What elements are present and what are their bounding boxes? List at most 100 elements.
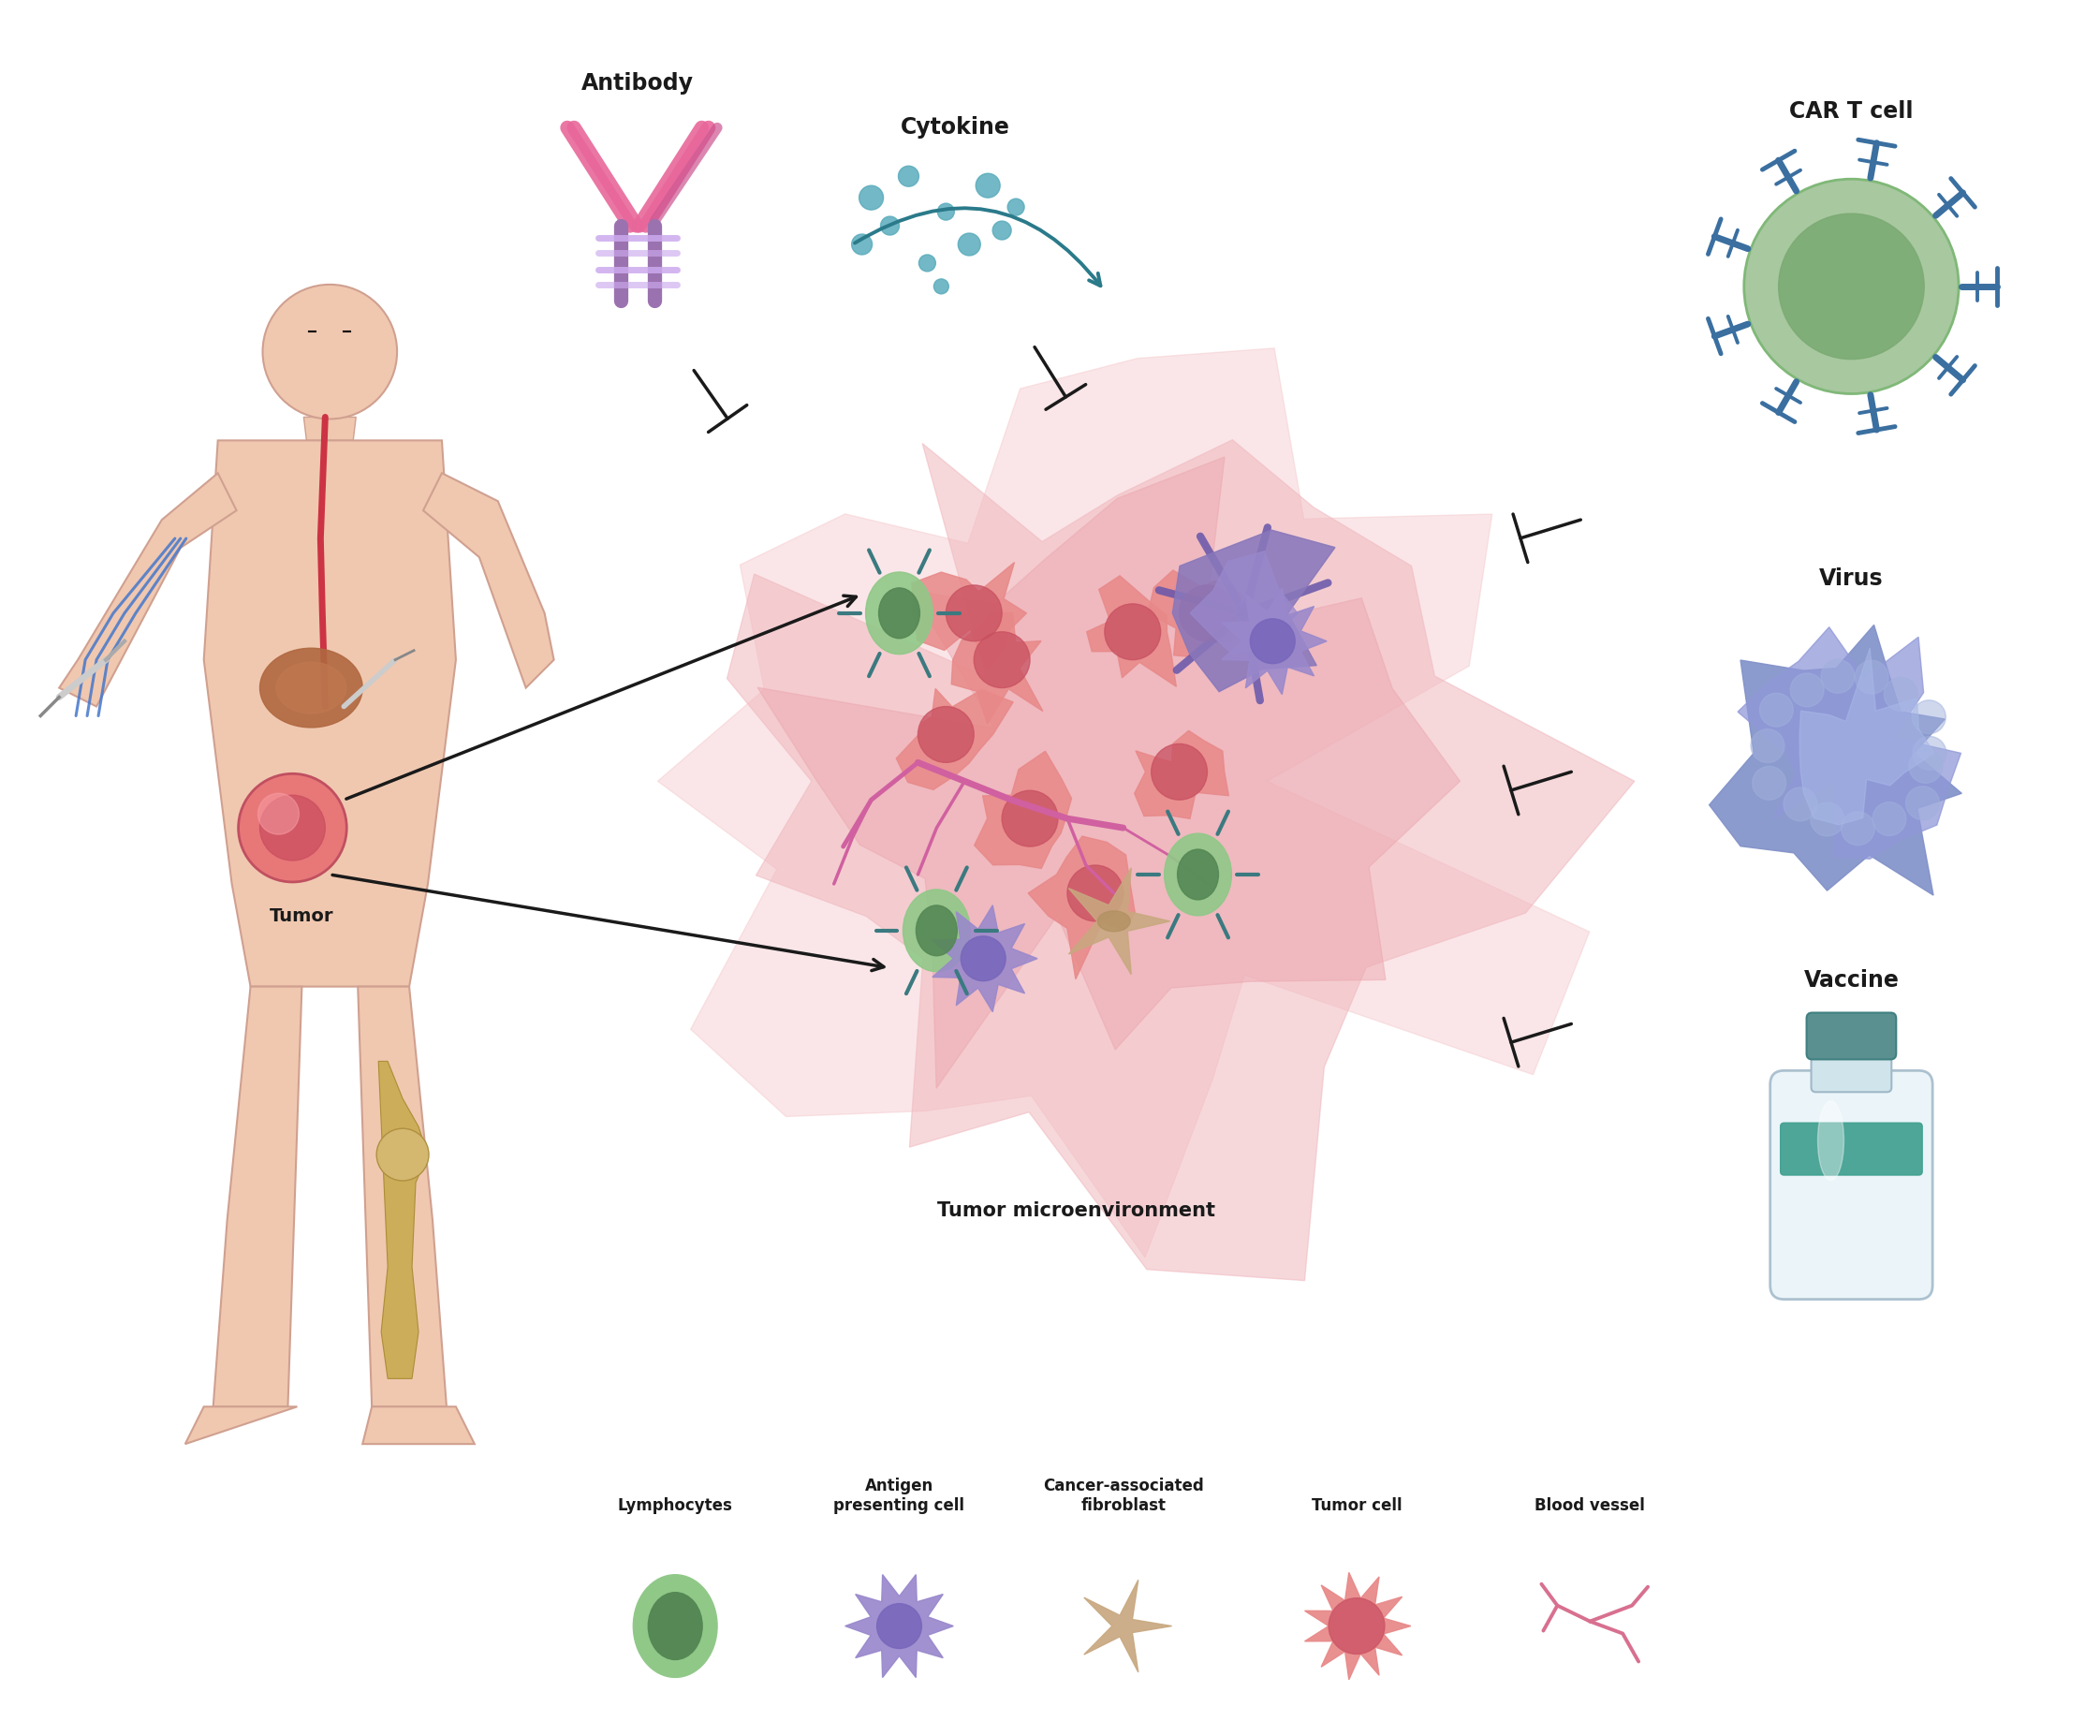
Ellipse shape (865, 573, 932, 654)
Polygon shape (1304, 1573, 1411, 1680)
Circle shape (1329, 1599, 1384, 1654)
Polygon shape (727, 439, 1634, 1281)
Circle shape (1907, 786, 1940, 819)
Text: Blood vessel: Blood vessel (1535, 1496, 1644, 1514)
Polygon shape (1737, 627, 1961, 859)
Ellipse shape (916, 906, 958, 957)
Circle shape (899, 167, 920, 186)
Circle shape (934, 279, 949, 293)
Text: Antigen
presenting cell: Antigen presenting cell (834, 1477, 964, 1514)
Text: Tumor microenvironment: Tumor microenvironment (937, 1201, 1216, 1220)
Circle shape (1909, 750, 1943, 783)
Ellipse shape (1178, 849, 1218, 899)
Circle shape (859, 186, 884, 210)
Circle shape (1760, 693, 1793, 727)
Circle shape (1751, 766, 1785, 800)
Polygon shape (1709, 625, 1961, 896)
Circle shape (1250, 618, 1296, 663)
Polygon shape (844, 1575, 953, 1677)
Circle shape (1008, 198, 1025, 215)
Circle shape (1842, 812, 1875, 845)
Circle shape (258, 793, 298, 835)
Circle shape (945, 585, 1002, 641)
Polygon shape (932, 904, 1037, 1012)
Polygon shape (1222, 589, 1327, 694)
Polygon shape (1084, 1580, 1172, 1672)
Circle shape (1743, 179, 1959, 394)
Circle shape (1751, 729, 1785, 762)
FancyBboxPatch shape (1806, 1012, 1896, 1059)
Circle shape (937, 203, 953, 220)
Polygon shape (974, 752, 1071, 868)
Text: Cytokine: Cytokine (901, 116, 1010, 139)
FancyBboxPatch shape (1781, 1123, 1922, 1175)
Polygon shape (1134, 731, 1228, 819)
Polygon shape (1086, 576, 1176, 686)
Polygon shape (304, 417, 357, 441)
Polygon shape (657, 349, 1590, 1257)
Circle shape (993, 220, 1012, 240)
FancyBboxPatch shape (1810, 1043, 1892, 1092)
Polygon shape (378, 1061, 428, 1378)
Polygon shape (1172, 529, 1336, 691)
Circle shape (1002, 790, 1058, 847)
Circle shape (878, 1604, 922, 1649)
Circle shape (920, 255, 937, 271)
Circle shape (1913, 736, 1947, 771)
Circle shape (974, 632, 1029, 687)
Polygon shape (758, 457, 1459, 1088)
Polygon shape (951, 613, 1044, 724)
Circle shape (853, 234, 872, 255)
Ellipse shape (634, 1575, 718, 1677)
Ellipse shape (878, 589, 920, 639)
Polygon shape (1029, 837, 1134, 979)
Circle shape (1854, 660, 1888, 694)
Polygon shape (59, 474, 237, 707)
Circle shape (962, 936, 1006, 981)
Circle shape (1873, 802, 1907, 835)
Circle shape (262, 285, 397, 418)
Circle shape (1783, 788, 1817, 821)
Text: Vaccine: Vaccine (1804, 969, 1898, 991)
Circle shape (1791, 674, 1825, 707)
Polygon shape (911, 562, 1027, 668)
Circle shape (1884, 677, 1917, 712)
Circle shape (239, 774, 347, 882)
Polygon shape (897, 689, 1012, 790)
Ellipse shape (1098, 911, 1130, 932)
Polygon shape (1149, 569, 1245, 658)
Circle shape (1180, 585, 1235, 641)
Text: Virus: Virus (1819, 568, 1884, 590)
Text: CAR T cell: CAR T cell (1789, 101, 1913, 123)
Text: Cancer-associated
fibroblast: Cancer-associated fibroblast (1044, 1477, 1203, 1514)
Circle shape (1810, 802, 1844, 837)
Circle shape (880, 217, 899, 234)
Polygon shape (363, 1406, 475, 1444)
Text: Lymphocytes: Lymphocytes (617, 1496, 733, 1514)
Polygon shape (185, 1406, 298, 1444)
Ellipse shape (649, 1592, 701, 1660)
Text: Tumor: Tumor (269, 908, 334, 925)
Circle shape (958, 233, 981, 255)
Circle shape (977, 174, 1000, 198)
Circle shape (376, 1128, 428, 1180)
Polygon shape (357, 986, 447, 1406)
Circle shape (1067, 865, 1124, 922)
Ellipse shape (903, 889, 970, 972)
Polygon shape (1069, 868, 1170, 974)
Ellipse shape (1819, 1101, 1844, 1180)
Text: Antibody: Antibody (582, 73, 695, 95)
Circle shape (918, 707, 974, 762)
Circle shape (1821, 660, 1854, 693)
Circle shape (1151, 743, 1208, 800)
Polygon shape (1191, 552, 1298, 653)
Text: Tumor cell: Tumor cell (1310, 1496, 1403, 1514)
Ellipse shape (1163, 833, 1231, 915)
Ellipse shape (277, 661, 347, 713)
Circle shape (260, 795, 326, 861)
Polygon shape (204, 441, 456, 986)
Polygon shape (214, 986, 302, 1406)
Circle shape (1105, 604, 1161, 660)
Polygon shape (424, 474, 554, 687)
Ellipse shape (260, 648, 363, 727)
